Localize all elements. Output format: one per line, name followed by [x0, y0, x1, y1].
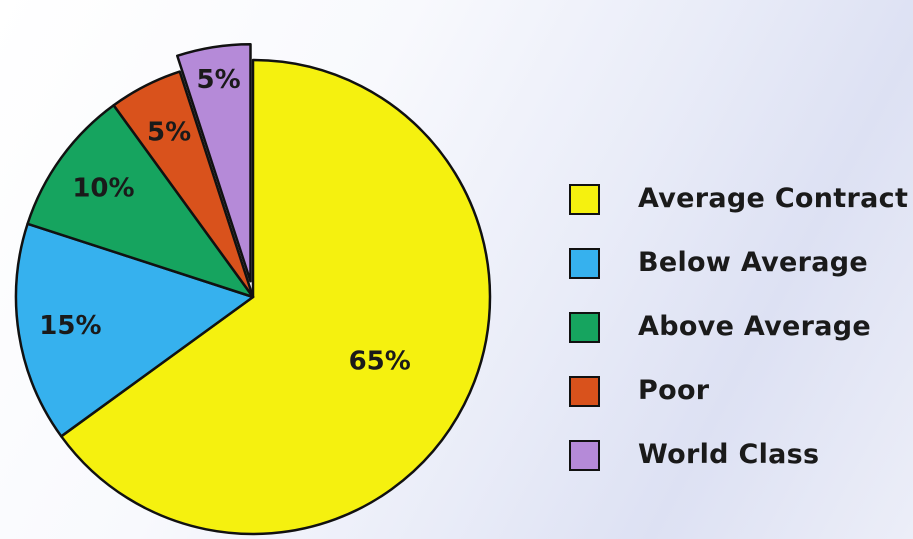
pie-label-average-contract: 65%: [349, 347, 411, 377]
legend-swatch-world-class: [569, 440, 600, 471]
pie-slice-below-average: [14, 222, 255, 438]
legend-swatch-below-average: [569, 248, 600, 279]
legend-label-below-average: Below Average: [638, 247, 868, 278]
pie-slice-average-contract: [60, 58, 492, 536]
legend-swatch-above-average: [569, 312, 600, 343]
pie-slice-above-average: [26, 104, 255, 299]
pie-label-poor: 5%: [147, 117, 191, 147]
pie-label-below-average: 15%: [39, 311, 101, 341]
pie-slice-world-class: [176, 42, 252, 283]
legend-swatch-poor: [569, 376, 600, 407]
pie-label-above-average: 10%: [72, 173, 134, 203]
legend-label-above-average: Above Average: [638, 311, 872, 342]
pie-slices: [14, 42, 492, 536]
pie-slice-poor: [112, 70, 255, 299]
pie-value-labels: 65% 15% 10% 5%5%: [39, 65, 411, 377]
legend-label-poor: Poor: [638, 375, 710, 406]
legend-label-world-class: World Class: [638, 439, 820, 470]
legend-swatch-average-contract: [569, 184, 600, 215]
pie-label-world-class: 5%: [197, 65, 241, 95]
legend-label-average-contract: Average Contract: [638, 183, 909, 214]
